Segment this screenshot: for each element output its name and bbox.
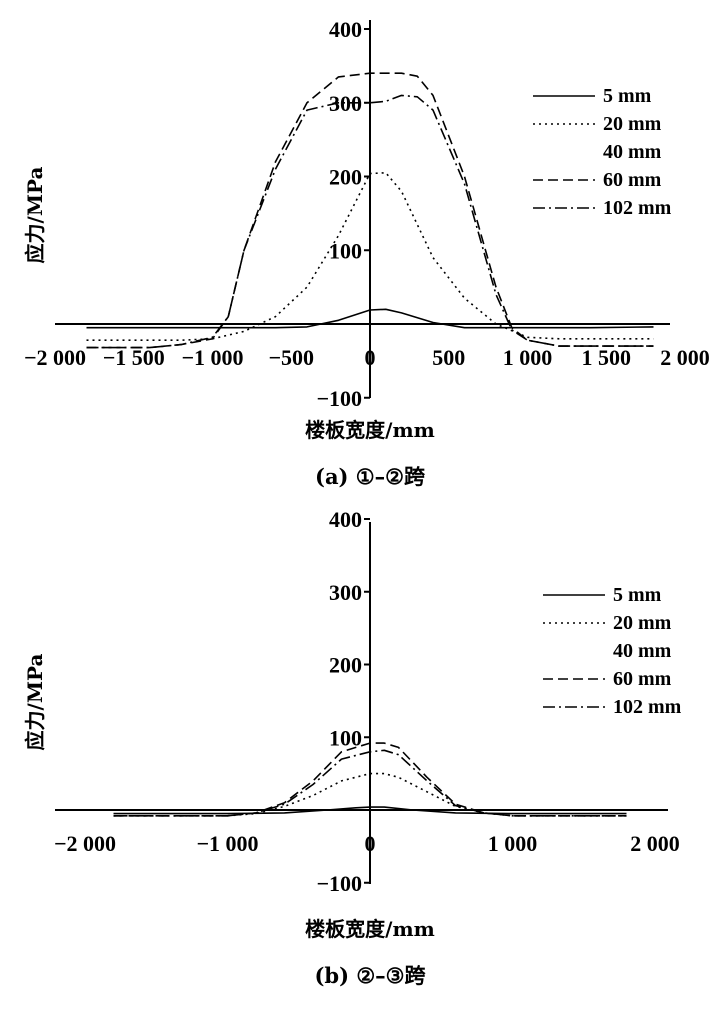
y-tick-label: 400	[329, 17, 362, 42]
x-tick-label: −1 000	[196, 831, 258, 856]
x-tick-label: 1 000	[488, 831, 538, 856]
legend-item: 60 mm	[603, 169, 662, 191]
x-tick-label: −500	[268, 345, 314, 370]
legend-item: 40 mm	[613, 640, 672, 662]
x-tick-label: 1 000	[503, 345, 553, 370]
y-axis-label: 应力/MPa	[23, 654, 47, 751]
legend-item: 60 mm	[613, 668, 672, 690]
series-line	[86, 94, 654, 349]
chart-caption: (b) ②–③跨	[314, 963, 426, 988]
y-tick-label: −100	[316, 871, 362, 896]
x-tick-label: 500	[432, 345, 465, 370]
series-line	[113, 806, 627, 815]
x-axis-label: 楼板宽度/mm	[305, 418, 435, 442]
legend-item: 40 mm	[603, 141, 662, 163]
series-line	[86, 72, 654, 349]
legend-item: 102 mm	[603, 197, 672, 219]
y-tick-label: 300	[329, 580, 362, 605]
y-tick-label: −100	[316, 386, 362, 411]
y-tick-label: 100	[329, 725, 362, 750]
y-tick-label: 200	[329, 165, 362, 190]
x-axis-label: 楼板宽度/mm	[305, 917, 435, 941]
series-line	[86, 308, 654, 329]
x-tick-label: 0	[365, 831, 376, 856]
x-tick-label: −1 000	[181, 345, 243, 370]
x-tick-label: 2 000	[630, 831, 680, 856]
y-tick-label: 400	[329, 507, 362, 532]
legend-item: 102 mm	[613, 696, 682, 718]
x-tick-label: −1 500	[103, 345, 165, 370]
legend-item: 20 mm	[603, 113, 662, 135]
x-tick-label: 1 500	[582, 345, 632, 370]
chart-caption: (a) ①–②跨	[315, 464, 426, 489]
y-tick-label: 200	[329, 653, 362, 678]
series-line	[113, 772, 627, 817]
y-axis-label: 应力/MPa	[23, 167, 47, 264]
legend-item: 5 mm	[613, 584, 662, 606]
x-tick-label: −2 000	[54, 831, 116, 856]
x-tick-label: 2 000	[660, 345, 710, 370]
legend-item: 20 mm	[613, 612, 672, 634]
x-tick-label: 0	[365, 345, 376, 370]
chart-panel-b: −100 100 200 300 400 −2 000 −1 000 0 1 000 2 000 5…	[23, 507, 682, 988]
legend-item: 5 mm	[603, 85, 652, 107]
x-tick-label: −2 000	[24, 345, 86, 370]
series-line	[113, 749, 627, 817]
